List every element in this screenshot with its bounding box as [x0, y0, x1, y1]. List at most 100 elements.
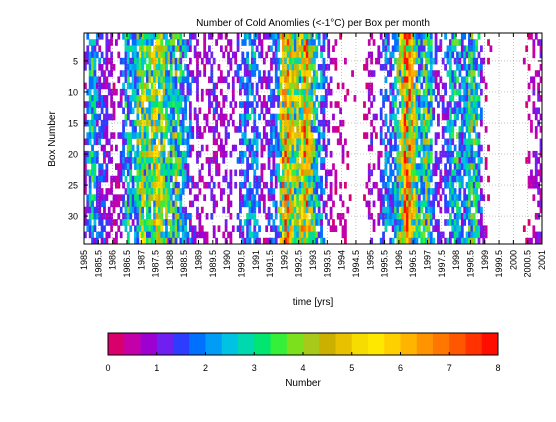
heatmap-cell [279, 231, 283, 239]
heatmap-cell [401, 107, 405, 115]
heatmap-cell [413, 219, 416, 226]
heatmap-cell [200, 206, 204, 214]
heatmap-cell [406, 101, 409, 108]
heatmap-cell [279, 88, 283, 96]
heatmap-cell [239, 76, 242, 84]
heatmap-cell [88, 51, 92, 59]
heatmap-cell [153, 163, 156, 170]
heatmap-cell [150, 150, 154, 158]
heatmap-cell [136, 157, 140, 164]
heatmap-cell [162, 157, 166, 164]
heatmap-cell [432, 212, 436, 220]
heatmap-cell [427, 225, 431, 232]
heatmap-cell [208, 181, 211, 189]
heatmap-cell [157, 113, 161, 121]
heatmap-cell [160, 212, 164, 220]
heatmap-cell [305, 107, 309, 115]
heatmap-cell [437, 132, 440, 139]
heatmap-cell [403, 107, 407, 115]
heatmap-cell [470, 45, 474, 53]
heatmap-cell [179, 45, 183, 53]
heatmap-cell [410, 219, 414, 226]
heatmap-cell [277, 45, 281, 53]
heatmap-cell [160, 200, 164, 208]
heatmap-cell [410, 88, 414, 96]
heatmap-cell [439, 95, 443, 102]
heatmap-cell [298, 237, 302, 245]
heatmap-cell [177, 163, 180, 170]
heatmap-cell [398, 138, 402, 146]
heatmap-cell [98, 64, 102, 71]
heatmap-cell [413, 144, 416, 152]
heatmap-cell [341, 200, 345, 208]
heatmap-cell [134, 175, 137, 183]
heatmap-cell [317, 126, 321, 133]
heatmap-cell [456, 206, 459, 214]
heatmap-cell [138, 206, 142, 214]
heatmap-cell [184, 126, 187, 133]
heatmap-cell [100, 144, 104, 152]
heatmap-cell [224, 150, 228, 158]
heatmap-cell [155, 45, 159, 53]
heatmap-cell [460, 113, 464, 121]
heatmap-cell [107, 57, 111, 65]
heatmap-cell [408, 188, 412, 195]
heatmap-cell [107, 150, 111, 158]
heatmap-cell [406, 126, 409, 133]
heatmap-cell [250, 157, 254, 164]
heatmap-cell [186, 70, 190, 77]
heatmap-cell [401, 231, 405, 239]
heatmap-cell [253, 119, 257, 127]
x-tick-label: 1997 [423, 250, 433, 270]
heatmap-cell [308, 101, 312, 108]
heatmap-cell [451, 107, 455, 115]
heatmap-cell [93, 237, 97, 245]
heatmap-cell [375, 132, 378, 139]
heatmap-cell [417, 95, 421, 102]
heatmap-cell [301, 144, 304, 152]
heatmap-cell [258, 237, 261, 245]
heatmap-cell [143, 57, 147, 65]
heatmap-cell [91, 200, 94, 208]
heatmap-cell [198, 132, 202, 139]
heatmap-cell [315, 181, 319, 189]
heatmap-cell [398, 169, 402, 177]
heatmap-cell [141, 206, 145, 214]
heatmap-cell [198, 51, 202, 59]
heatmap-cell [384, 132, 388, 139]
heatmap-cell [286, 132, 290, 139]
heatmap-cell [286, 138, 290, 146]
heatmap-cell [305, 188, 309, 195]
x-tick-label: 1996.5 [408, 250, 418, 278]
heatmap-cell [320, 101, 323, 108]
heatmap-cell [403, 101, 407, 108]
heatmap-cell [188, 33, 192, 40]
heatmap-cell [105, 237, 109, 245]
heatmap-cell [468, 138, 471, 146]
heatmap-cell [477, 64, 481, 71]
heatmap-cell [179, 101, 183, 108]
heatmap-cell [241, 82, 245, 90]
heatmap-cell [465, 212, 469, 220]
heatmap-cell [172, 95, 176, 102]
heatmap-cell [422, 70, 426, 77]
heatmap-cell [406, 188, 409, 195]
heatmap-cell [406, 206, 409, 214]
heatmap-cell [250, 101, 254, 108]
heatmap-cell [401, 200, 405, 208]
heatmap-cell [186, 132, 190, 139]
heatmap-cell [322, 237, 326, 245]
heatmap-cell [527, 181, 531, 189]
heatmap-cell [475, 200, 478, 208]
heatmap-cell [169, 76, 173, 84]
heatmap-cell [394, 82, 397, 90]
heatmap-cell [103, 194, 106, 201]
heatmap-cell [165, 225, 168, 232]
heatmap-cell [169, 225, 173, 232]
heatmap-cell [110, 144, 114, 152]
heatmap-cell [188, 107, 192, 115]
heatmap-cell [105, 51, 109, 59]
heatmap-cell [289, 126, 292, 133]
heatmap-cell [413, 70, 416, 77]
heatmap-cell [322, 119, 326, 127]
